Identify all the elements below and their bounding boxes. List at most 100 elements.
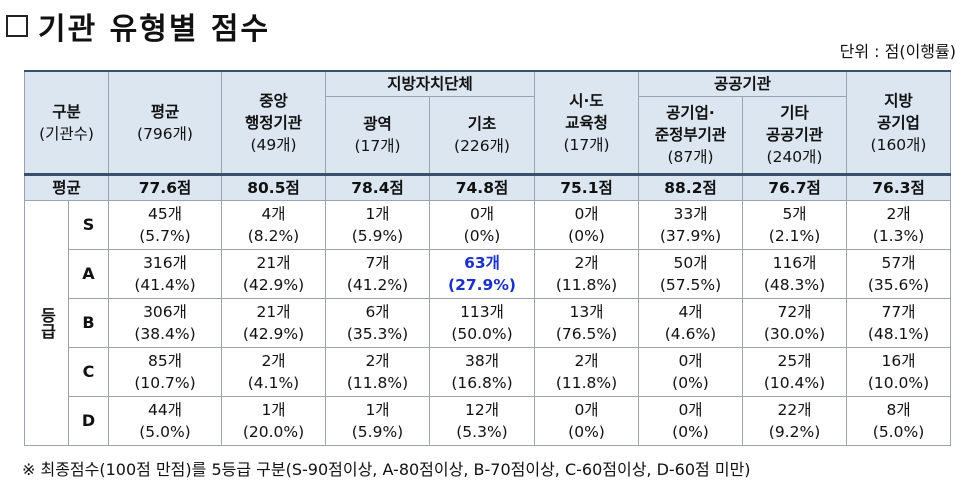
grade-cell: 21개 (42.9%) — [221, 298, 326, 348]
grade-count: 4개 — [678, 303, 703, 321]
page-title: 기관 유형별 점수 — [6, 6, 270, 47]
grade-percent: (35.3%) — [346, 325, 409, 343]
grade-count: 116개 — [772, 254, 817, 272]
grade-count: 12개 — [465, 401, 499, 419]
grade-cell: 0개 (0%) — [534, 200, 639, 250]
grade-letter: A — [68, 249, 109, 299]
header-col-central: 중앙 행정기관 (49개) — [221, 70, 326, 175]
grade-percent: (27.9%) — [448, 276, 516, 294]
grade-count: 38개 — [465, 352, 499, 370]
grade-row: 등급 S 45개 (5.7%) 4개 (8.2%) 1개 (5.9%) 0개 (0%) 0개 (0%)… — [24, 200, 952, 446]
header-col-education: 시·도 교육청 (17개) — [534, 70, 639, 175]
grade-cell: 77개 (48.1%) — [846, 298, 952, 348]
grade-percent: (0%) — [672, 374, 709, 392]
grade-cell: 0개 (0%) — [638, 396, 743, 446]
grade-cell: 6개 (35.3%) — [325, 298, 430, 348]
header-group-public: 공공기관 — [637, 70, 848, 97]
grade-cell: 33개 (37.9%) — [638, 200, 743, 250]
grade-count: 21개 — [256, 254, 291, 272]
grade-percent: (16.8%) — [451, 374, 513, 392]
grade-count: 7개 — [365, 254, 390, 272]
grade-side-label: 등급 — [24, 200, 69, 446]
grade-percent: (10.0%) — [867, 374, 930, 392]
average-cell: 80.5점 — [221, 173, 326, 201]
grade-percent: (11.8%) — [346, 374, 409, 392]
grade-percent: (10.4%) — [763, 374, 826, 392]
grade-percent: (42.9%) — [242, 325, 305, 343]
grade-percent: (38.4%) — [134, 325, 196, 343]
header-col-average: 평균 (796개) — [108, 70, 222, 175]
grade-count: 45개 — [148, 205, 182, 223]
grade-percent: (48.3%) — [763, 276, 826, 294]
grade-percent: (50.0%) — [451, 325, 513, 343]
average-cell: 75.1점 — [534, 173, 639, 201]
header-col-local-enterprise: 지방 공기업 (160개) — [846, 70, 952, 175]
grade-percent: (57.5%) — [659, 276, 722, 294]
grade-percent: (10.7%) — [134, 374, 196, 392]
grade-percent: (20.0%) — [242, 423, 305, 441]
grade-cell: 45개 (5.7%) — [108, 200, 222, 250]
grade-count: 113개 — [460, 303, 504, 321]
grade-percent: (35.6%) — [867, 276, 930, 294]
header-col-basic: 기초 (226개) — [429, 96, 535, 175]
grade-percent: (8.2%) — [247, 227, 300, 245]
grade-count: 63개 — [464, 254, 500, 272]
grade-cell: 57개 (35.6%) — [846, 249, 952, 299]
grade-count: 4개 — [261, 205, 286, 223]
grade-percent: (37.9%) — [659, 227, 722, 245]
grade-cell: 22개 (9.2%) — [741, 396, 848, 446]
grade-cell: 113개 (50.0%) — [429, 298, 535, 348]
grade-cell: 0개 (0%) — [429, 200, 535, 250]
grade-count: 85개 — [148, 352, 182, 370]
grade-letter: D — [68, 396, 109, 446]
grade-count: 2개 — [886, 205, 911, 223]
average-cell: 74.8점 — [429, 173, 535, 201]
grade-count: 1개 — [261, 401, 286, 419]
unit-label: 단위 : 점(이행률) — [839, 42, 956, 61]
average-cell: 76.7점 — [741, 173, 848, 201]
grade-cell: 4개 (8.2%) — [221, 200, 326, 250]
grade-percent: (0%) — [568, 423, 605, 441]
grade-count: 0개 — [574, 401, 599, 419]
grade-count: 1개 — [365, 401, 390, 419]
grade-cell: 72개 (30.0%) — [741, 298, 848, 348]
grade-cell: 13개 (76.5%) — [534, 298, 639, 348]
average-cell: 78.4점 — [325, 173, 430, 201]
grade-count: 0개 — [574, 205, 599, 223]
grade-percent: (2.1%) — [768, 227, 821, 245]
grade-row: D 44개 (5.0%) 1개 (20.0%) 1개 (5.9%) 12개 (5.3%) 0개 (0… — [25, 396, 952, 446]
grade-cell: 1개 (5.9%) — [325, 396, 430, 446]
grade-cell: 8개 (5.0%) — [846, 396, 952, 446]
grade-count: 2개 — [365, 352, 390, 370]
grade-cell: 5개 (2.1%) — [741, 200, 848, 250]
grade-cell: 2개 (1.3%) — [846, 200, 952, 250]
average-cell: 76.3점 — [846, 173, 952, 201]
grade-row: C 85개 (10.7%) 2개 (4.1%) 2개 (11.8%) 38개 (16.8%) 2개… — [25, 347, 952, 397]
header-col-other-public: 기타 공공기관 (240개) — [741, 96, 848, 175]
grade-percent: (5.0%) — [139, 423, 191, 441]
grade-count: 2개 — [574, 254, 599, 272]
average-cell: 77.6점 — [108, 173, 222, 201]
grade-percent: (5.3%) — [456, 423, 508, 441]
grade-count: 16개 — [881, 352, 916, 370]
average-row-label: 평균 — [24, 173, 109, 201]
grade-count: 6개 — [365, 303, 390, 321]
grade-percent: (4.1%) — [247, 374, 300, 392]
grade-percent: (5.7%) — [139, 227, 191, 245]
grade-percent: (5.9%) — [351, 227, 404, 245]
grade-percent: (11.8%) — [555, 276, 618, 294]
grade-cell: 1개 (20.0%) — [221, 396, 326, 446]
grade-percent: (9.2%) — [768, 423, 821, 441]
grade-cell: 38개 (16.8%) — [429, 347, 535, 397]
grade-count: 77개 — [881, 303, 916, 321]
grade-percent: (0%) — [672, 423, 709, 441]
grade-cell: 16개 (10.0%) — [846, 347, 952, 397]
grade-percent: (1.3%) — [872, 227, 925, 245]
grade-count: 21개 — [256, 303, 291, 321]
grade-cell: 306개 (38.4%) — [108, 298, 222, 348]
grade-letter: B — [68, 298, 109, 348]
grade-cell: 0개 (0%) — [534, 396, 639, 446]
grade-count: 316개 — [143, 254, 187, 272]
grade-letter: C — [68, 347, 109, 397]
grade-cell: 12개 (5.3%) — [429, 396, 535, 446]
